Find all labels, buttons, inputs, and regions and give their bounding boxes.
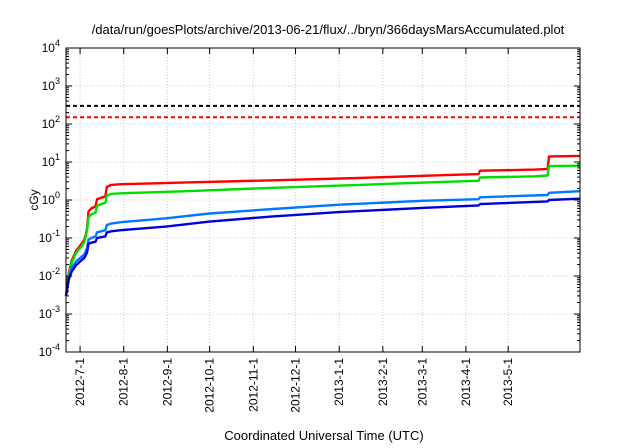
y-tick-exponent: -3 xyxy=(52,304,60,314)
x-tick-label: 2013-1-1 xyxy=(332,358,346,406)
y-tick-label: 10-4 xyxy=(39,342,60,359)
x-tick-label: 2012-8-1 xyxy=(117,358,131,406)
series-line xyxy=(64,190,581,297)
y-tick-label: 104 xyxy=(42,38,60,55)
y-tick-exponent: 2 xyxy=(55,114,60,124)
x-tick-label: 2013-4-1 xyxy=(459,358,473,406)
y-tick-exponent: 3 xyxy=(55,76,60,86)
y-tick-label: 102 xyxy=(42,114,60,131)
y-tick-label: 10-2 xyxy=(39,266,60,283)
x-tick-label: 2012-10-1 xyxy=(203,358,217,413)
y-tick-label: 103 xyxy=(42,76,60,93)
x-tick-label: 2012-9-1 xyxy=(160,358,174,406)
y-tick-exponent: -1 xyxy=(52,228,60,238)
y-tick-label: 10-3 xyxy=(39,304,60,321)
x-axis-label: Coordinated Universal Time (UTC) xyxy=(224,428,423,443)
y-tick-label: 10-1 xyxy=(39,228,60,245)
grid xyxy=(66,47,580,353)
x-tick-label: 2013-5-1 xyxy=(501,358,515,406)
series-line xyxy=(64,197,581,297)
y-tick-exponent: 1 xyxy=(55,152,60,162)
series-lines xyxy=(64,154,581,297)
y-tick-exponent: 4 xyxy=(55,38,60,48)
y-axis-label: cGy xyxy=(27,189,41,210)
y-tick-exponent: -4 xyxy=(52,342,60,352)
y-tick-label: 101 xyxy=(42,152,60,169)
x-tick-label: 2013-2-1 xyxy=(376,358,390,406)
x-tick-label: 2012-12-1 xyxy=(289,358,303,413)
reference-lines xyxy=(66,104,580,119)
plot-frame xyxy=(65,47,581,353)
x-tick-label: 2012-7-1 xyxy=(73,358,87,406)
x-tick-label: 2013-3-1 xyxy=(415,358,429,406)
y-tick-label: 100 xyxy=(42,190,60,207)
y-tick-exponent: -2 xyxy=(52,266,60,276)
series-line xyxy=(64,164,581,297)
x-tick-label: 2012-11-1 xyxy=(246,358,260,412)
chart-title: /data/run/goesPlots/archive/2013-06-21/f… xyxy=(92,22,565,37)
y-tick-exponent: 0 xyxy=(55,190,60,200)
